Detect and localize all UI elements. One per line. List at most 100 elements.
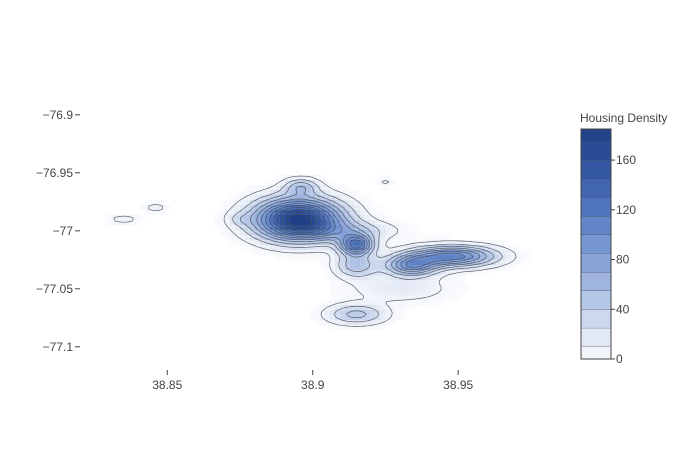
- density-cell: [325, 310, 331, 316]
- density-cell: [310, 315, 316, 321]
- density-cell: [365, 250, 371, 256]
- density-cell: [360, 285, 366, 291]
- density-cell: [410, 230, 416, 236]
- density-cell: [280, 225, 286, 231]
- density-cell: [240, 215, 246, 221]
- density-cell: [300, 185, 306, 191]
- density-cell: [330, 310, 336, 316]
- density-cell: [445, 285, 451, 291]
- density-cell: [400, 310, 406, 316]
- density-cell: [290, 255, 296, 261]
- density-cell: [375, 325, 381, 331]
- density-cell: [455, 285, 461, 291]
- density-cell: [510, 265, 516, 271]
- density-cell: [395, 245, 401, 251]
- density-cell: [330, 245, 336, 251]
- density-cell: [380, 290, 386, 296]
- density-cell: [400, 275, 406, 281]
- density-cell: [430, 255, 436, 261]
- density-cell: [465, 260, 471, 266]
- density-cell: [340, 240, 346, 246]
- density-cell: [295, 240, 301, 246]
- density-cell: [315, 190, 321, 196]
- density-cell: [235, 230, 241, 236]
- density-cell: [330, 225, 336, 231]
- y-tick-label: −76.9: [43, 108, 74, 122]
- density-cell: [380, 265, 386, 271]
- colorbar-band: [581, 129, 611, 142]
- density-cell: [405, 225, 411, 231]
- density-cell: [380, 280, 386, 286]
- density-cell: [330, 230, 336, 236]
- density-cell: [365, 325, 371, 331]
- density-cell: [390, 315, 396, 321]
- density-cell: [505, 255, 511, 261]
- contour-line: [273, 207, 357, 246]
- density-cell: [385, 275, 391, 281]
- density-cell: [360, 300, 366, 306]
- density-cell: [290, 240, 296, 246]
- density-cell: [130, 220, 136, 226]
- colorbar: Housing Density 0 40 80 120 160: [580, 111, 667, 366]
- density-cell: [410, 260, 416, 266]
- density-cell: [245, 195, 251, 201]
- density-cell: [330, 255, 336, 261]
- density-cell: [265, 225, 271, 231]
- density-cell: [290, 215, 296, 221]
- density-cell: [435, 240, 441, 246]
- density-cell: [300, 200, 306, 206]
- density-cell: [360, 315, 366, 321]
- density-cell: [335, 320, 341, 326]
- density-cell: [315, 320, 321, 326]
- density-cell: [340, 265, 346, 271]
- density-cell: [495, 250, 501, 256]
- density-cell: [340, 210, 346, 216]
- density-cell: [410, 270, 416, 276]
- density-cell: [415, 230, 421, 236]
- colorbar-tick-label: 160: [616, 153, 636, 167]
- colorbar-band: [581, 197, 611, 217]
- density-cell: [325, 185, 331, 191]
- density-cell: [315, 255, 321, 261]
- density-cell: [470, 270, 476, 276]
- density-cell: [375, 210, 381, 216]
- density-cell: [145, 200, 151, 206]
- density-cell: [235, 235, 241, 241]
- density-cell: [270, 250, 276, 256]
- density-cell: [425, 275, 431, 281]
- density-cell: [245, 220, 251, 226]
- density-cell: [310, 215, 316, 221]
- contour-line: [269, 205, 363, 249]
- density-cell: [255, 205, 261, 211]
- contour-line: [281, 211, 317, 230]
- density-cell: [365, 295, 371, 301]
- density-cell: [345, 190, 351, 196]
- density-cell: [315, 235, 321, 241]
- density-cell: [290, 200, 296, 206]
- x-tick-label: 38.95: [443, 378, 473, 392]
- density-cell: [350, 215, 356, 221]
- density-cell: [370, 225, 376, 231]
- density-cell: [475, 245, 481, 251]
- density-cell: [395, 220, 401, 226]
- density-cell: [485, 250, 491, 256]
- density-cell: [330, 300, 336, 306]
- density-cell: [325, 320, 331, 326]
- density-cell: [255, 235, 261, 241]
- density-cell: [250, 185, 256, 191]
- density-cell: [370, 200, 376, 206]
- density-cell: [280, 245, 286, 251]
- density-cell: [360, 225, 366, 231]
- density-cell: [435, 295, 441, 301]
- density-cell: [350, 265, 356, 271]
- density-cell: [350, 320, 356, 326]
- density-cell: [360, 280, 366, 286]
- density-cell: [370, 220, 376, 226]
- density-cell: [225, 215, 231, 221]
- density-cell: [335, 225, 341, 231]
- density-cell: [275, 175, 281, 181]
- density-cell: [375, 270, 381, 276]
- density-cell: [255, 250, 261, 256]
- density-cell: [275, 255, 281, 261]
- density-cell: [245, 190, 251, 196]
